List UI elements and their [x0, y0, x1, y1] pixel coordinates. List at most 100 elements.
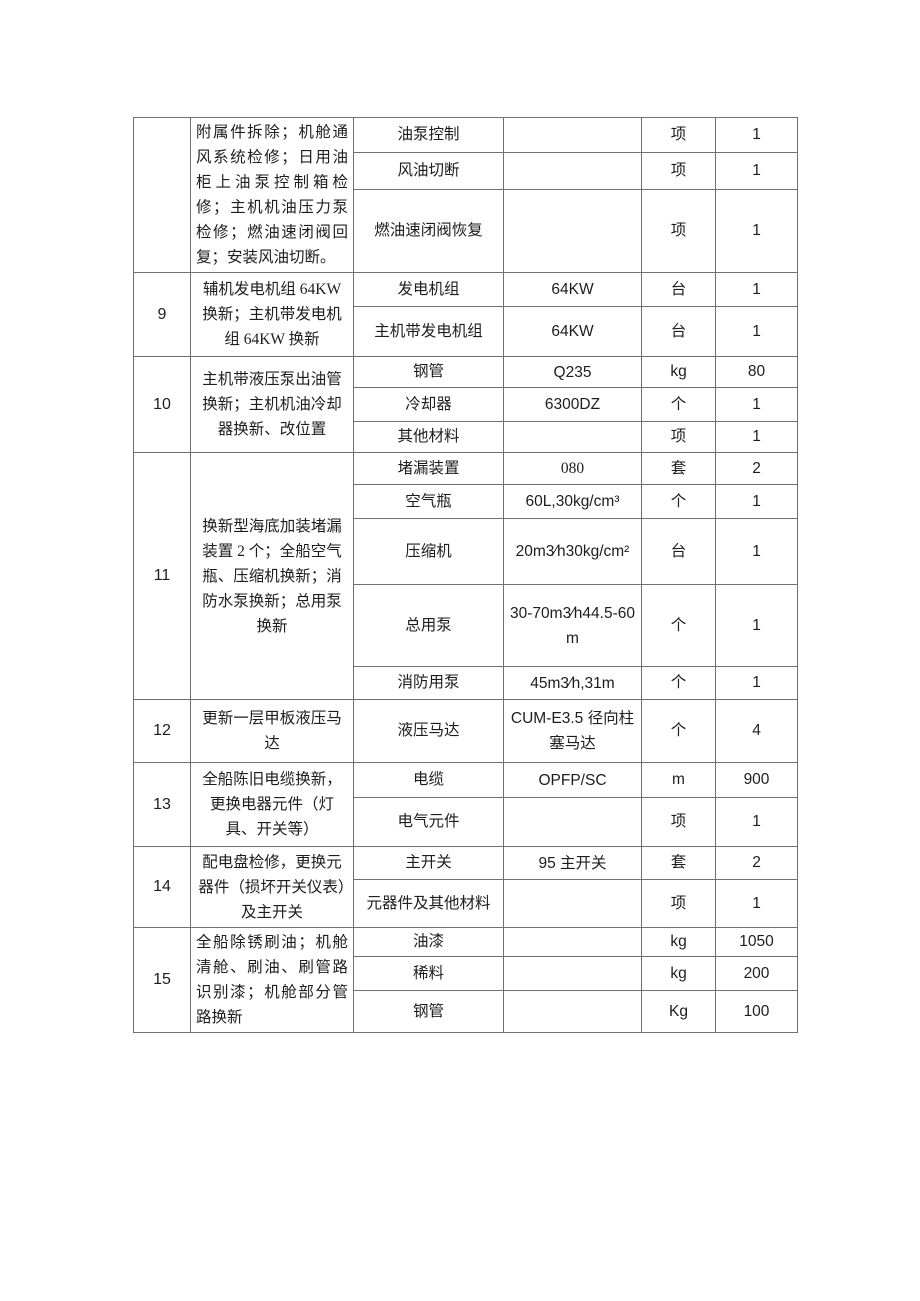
item-spec [503, 956, 642, 991]
item-name: 元器件及其他材料 [353, 879, 504, 928]
item-name: 其他材料 [353, 421, 504, 453]
table-row: 总用泵 30-70m3⁄h44.5-60m 个 1 [134, 584, 798, 667]
repair-items-table: 附属件拆除；机舱通风系统检修；日用油柜上油泵控制箱检修；主机机油压力泵检修；燃油… [133, 116, 798, 1033]
item-qty: 100 [715, 990, 798, 1033]
row-no: 10 [133, 356, 191, 453]
table-row: 主机带发电机组 64KW 台 1 [134, 306, 798, 357]
item-unit: 个 [641, 484, 716, 519]
item-name: 液压马达 [353, 699, 504, 763]
table-row: 燃油速闭阀恢复 项 1 [134, 189, 798, 273]
item-spec [503, 152, 642, 191]
item-unit: 台 [641, 306, 716, 357]
item-spec [503, 116, 642, 154]
row-no: 11 [133, 452, 191, 700]
item-unit: 套 [641, 846, 716, 880]
item-qty: 900 [715, 762, 798, 798]
item-unit: 项 [641, 116, 716, 154]
table-row: 钢管 Kg 100 [134, 990, 798, 1033]
item-qty: 1 [715, 484, 798, 519]
item-qty: 4 [715, 699, 798, 763]
item-name: 电缆 [353, 762, 504, 798]
item-unit: 个 [641, 387, 716, 422]
item-qty: 1 [715, 797, 798, 847]
item-qty: 1 [715, 518, 798, 585]
item-spec [503, 990, 642, 1033]
row-no: 15 [133, 927, 191, 1033]
item-unit: 个 [641, 699, 716, 763]
item-spec: 64KW [503, 272, 642, 307]
table-row: 电气元件 项 1 [134, 797, 798, 847]
table-row: 消防用泵 45m3⁄h,31m 个 1 [134, 666, 798, 700]
item-unit: m [641, 762, 716, 798]
item-qty: 1 [715, 306, 798, 357]
item-spec: 45m3⁄h,31m [503, 666, 642, 700]
work-description: 换新型海底加装堵漏装置 2 个；全船空气瓶、压缩机换新；消防水泵换新；总用泵换新 [190, 452, 354, 700]
item-spec [503, 189, 642, 273]
table-row: 14 配电盘检修，更换元器件（损坏开关仪表）及主开关 主开关 95 主开关 套 … [133, 846, 798, 928]
item-name: 发电机组 [353, 272, 504, 307]
item-unit: 项 [641, 152, 716, 191]
work-description: 附属件拆除；机舱通风系统检修；日用油柜上油泵控制箱检修；主机机油压力泵检修；燃油… [190, 117, 354, 273]
item-name: 冷却器 [353, 387, 504, 422]
item-spec [503, 421, 642, 453]
table-row: 12 更新一层甲板液压马达 液压马达 CUM-E3.5 径向柱塞马达 个 4 [133, 699, 798, 763]
item-qty: 2 [715, 452, 798, 485]
table-row: 元器件及其他材料 项 1 [134, 879, 798, 928]
item-name: 空气瓶 [353, 484, 504, 519]
item-name: 消防用泵 [353, 666, 504, 700]
table-row: 11 换新型海底加装堵漏装置 2 个；全船空气瓶、压缩机换新；消防水泵换新；总用… [133, 452, 798, 700]
item-spec [503, 797, 642, 847]
item-unit: kg [641, 927, 716, 957]
row-no: 13 [133, 762, 191, 847]
item-spec: 30-70m3⁄h44.5-60m [503, 584, 642, 667]
item-name: 风油切断 [353, 152, 504, 191]
table-row: 附属件拆除；机舱通风系统检修；日用油柜上油泵控制箱检修；主机机油压力泵检修；燃油… [133, 116, 798, 273]
item-qty: 200 [715, 956, 798, 991]
table-row: 风油切断 项 1 [134, 152, 798, 191]
item-qty: 1 [715, 272, 798, 307]
item-name: 钢管 [353, 356, 504, 388]
item-unit: kg [641, 356, 716, 388]
item-qty: 1 [715, 421, 798, 453]
item-name: 稀料 [353, 956, 504, 991]
item-unit: 项 [641, 797, 716, 847]
table-row: 10 主机带液压泵出油管换新；主机机油冷却器换新、改位置 钢管 Q235 kg … [133, 356, 798, 453]
item-qty: 1 [715, 666, 798, 700]
item-qty: 2 [715, 846, 798, 880]
item-unit: 项 [641, 421, 716, 453]
item-unit: 套 [641, 452, 716, 485]
item-name: 钢管 [353, 990, 504, 1033]
table-row: 稀料 kg 200 [134, 956, 798, 991]
item-name: 燃油速闭阀恢复 [353, 189, 504, 273]
item-name: 主机带发电机组 [353, 306, 504, 357]
item-spec: 64KW [503, 306, 642, 357]
table-row: 其他材料 项 1 [134, 421, 798, 453]
item-qty: 1 [715, 584, 798, 667]
item-unit: 个 [641, 584, 716, 667]
work-description: 更新一层甲板液压马达 [190, 699, 354, 763]
item-unit: 项 [641, 189, 716, 273]
row-no: 9 [133, 272, 191, 357]
item-spec: Q235 [503, 356, 642, 388]
item-unit: 台 [641, 272, 716, 307]
item-unit: 项 [641, 879, 716, 928]
item-qty: 1 [715, 152, 798, 191]
item-spec: 6300DZ [503, 387, 642, 422]
item-spec: 60L,30kg/cm³ [503, 484, 642, 519]
item-spec: CUM-E3.5 径向柱塞马达 [503, 699, 642, 763]
item-spec: 080 [503, 452, 642, 485]
item-qty: 1 [715, 189, 798, 273]
item-qty: 1 [715, 116, 798, 154]
item-unit: kg [641, 956, 716, 991]
row-no: 12 [133, 699, 191, 763]
work-description: 配电盘检修，更换元器件（损坏开关仪表）及主开关 [190, 846, 354, 928]
item-name: 油泵控制 [353, 116, 504, 154]
row-no [133, 117, 191, 273]
item-name: 电气元件 [353, 797, 504, 847]
item-spec: OPFP/SC [503, 762, 642, 798]
work-description: 全船除锈刷油；机舱清舱、刷油、刷管路识别漆；机舱部分管路换新 [190, 927, 354, 1033]
work-description: 主机带液压泵出油管换新；主机机油冷却器换新、改位置 [190, 356, 354, 453]
item-qty: 1 [715, 879, 798, 928]
item-name: 堵漏装置 [353, 452, 504, 485]
work-description: 辅机发电机组 64KW 换新；主机带发电机组 64KW 换新 [190, 272, 354, 357]
